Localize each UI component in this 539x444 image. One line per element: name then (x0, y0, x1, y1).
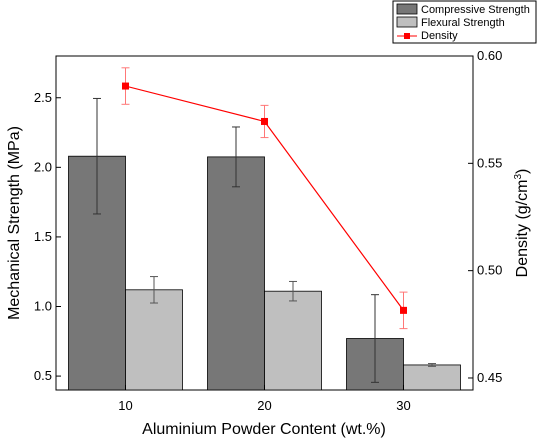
legend-label-density: Density (421, 30, 458, 42)
line-layer (121, 67, 408, 330)
x-axis-title: Aluminium Powder Content (wt.%) (142, 421, 386, 438)
density-marker-30 (400, 306, 407, 314)
x-tick-label-20: 20 (257, 398, 271, 413)
y-tick-label-2.5: 2.5 (34, 90, 52, 105)
axes-layer: 0.5 1.0 1.5 2.0 2.5 0.45 0.50 0.55 0.60 10 20 30 (34, 48, 502, 413)
bar-series1-20 (264, 290, 322, 391)
legend-swatch-flexural (396, 16, 418, 28)
legend-swatch-compressive (396, 3, 418, 15)
y-tick-label-2.0: 2.0 (34, 159, 52, 174)
y2-tick-label-0.45: 0.45 (477, 370, 502, 385)
density-marker-20 (261, 117, 268, 125)
y-tick-label-1.0: 1.0 (34, 299, 52, 314)
errors-layer (93, 97, 436, 383)
bar-series0-20 (207, 156, 265, 391)
y2-tick-label-0.60: 0.60 (477, 48, 502, 63)
x-tick-label-10: 10 (118, 398, 132, 413)
legend-marker-density (404, 33, 410, 39)
y-tick-label-0.5: 0.5 (34, 368, 52, 383)
y2-axis-title: Density (g/cm3) (513, 169, 531, 278)
x-tick-label-30: 30 (396, 398, 410, 413)
legend: Compressive Strength Flexural Strength D… (392, 0, 537, 44)
y-tick-label-1.5: 1.5 (34, 229, 52, 244)
y2-axis-title-superscript: 3 (513, 174, 524, 180)
y2-axis-title-close: ) (514, 169, 531, 174)
bar-series1-30 (403, 364, 461, 391)
y-axis-title: Mechanical Strength (MPa) (6, 126, 23, 320)
legend-label-compressive: Compressive Strength (421, 4, 530, 16)
density-marker-10 (122, 82, 129, 90)
bar-series1-10 (125, 289, 183, 391)
legend-label-flexural: Flexural Strength (421, 17, 505, 29)
y2-tick-label-0.55: 0.55 (477, 155, 502, 170)
y2-tick-label-0.50: 0.50 (477, 263, 502, 278)
